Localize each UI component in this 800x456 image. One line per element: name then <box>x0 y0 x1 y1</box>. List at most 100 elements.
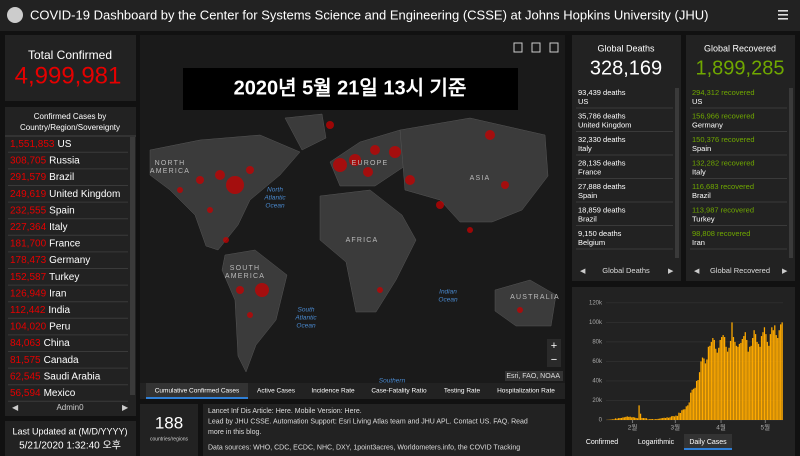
item-place: Brazil <box>578 214 597 223</box>
y-tick-label: 0 <box>599 418 603 424</box>
bar <box>724 337 726 420</box>
bar <box>729 340 732 420</box>
bar <box>669 417 671 420</box>
list-footer-bg <box>572 260 681 281</box>
country-row[interactable]: 178,473 Germany <box>10 255 90 266</box>
y-tick-label: 120k <box>589 300 603 306</box>
bar <box>676 415 679 420</box>
bar <box>756 341 758 420</box>
bar <box>753 330 755 420</box>
updated-label: Last Updated at (M/D/YYYY) <box>12 426 127 436</box>
prev-arrow[interactable]: ◀ <box>580 268 586 275</box>
bar <box>662 418 664 420</box>
country-count: 227,364 <box>10 222 47 233</box>
next-arrow[interactable]: ▶ <box>122 403 129 412</box>
panel <box>140 404 198 456</box>
map-tab[interactable]: Cumulative Confirmed Cases <box>155 388 240 395</box>
panel-value: 328,169 <box>590 57 662 79</box>
countries-label: countries/regions <box>150 436 189 442</box>
prev-arrow[interactable]: ◀ <box>694 268 700 275</box>
next-arrow[interactable]: ▶ <box>668 268 674 275</box>
bar <box>694 387 696 420</box>
bar <box>716 352 718 420</box>
prev-arrow[interactable]: ◀ <box>12 403 19 412</box>
menu-icon[interactable] <box>778 10 788 20</box>
bar <box>656 419 658 420</box>
country-name: US <box>58 139 72 150</box>
bar <box>631 417 633 420</box>
bar <box>703 358 705 420</box>
zoom-out[interactable]: − <box>551 354 557 366</box>
map-tab[interactable]: Incidence Rate <box>311 388 355 395</box>
chart-tab[interactable]: Logarithmic <box>638 439 675 446</box>
bar <box>695 380 698 420</box>
next-arrow[interactable]: ▶ <box>782 268 788 275</box>
bar <box>672 415 674 420</box>
item-count: 116,683 recovered <box>692 182 754 191</box>
country-row[interactable]: 152,587 Turkey <box>10 271 79 282</box>
chart-tab[interactable]: Confirmed <box>586 439 618 446</box>
total-value: 4,999,981 <box>15 62 122 89</box>
bar <box>721 337 723 420</box>
country-row[interactable]: 227,364 Italy <box>10 222 68 233</box>
country-name: Spain <box>49 205 75 216</box>
header-bar <box>0 0 800 31</box>
country-row[interactable]: 291,579 Brazil <box>10 172 74 183</box>
country-row[interactable]: 308,705 Russia <box>10 155 80 166</box>
country-row[interactable]: 126,949 Iran <box>10 288 66 299</box>
bar <box>778 330 780 420</box>
map-tab[interactable]: Active Cases <box>257 388 296 395</box>
country-count: 81,575 <box>10 354 41 365</box>
bar <box>735 345 738 420</box>
bar <box>718 347 720 420</box>
country-name: India <box>48 305 70 316</box>
bar <box>760 336 763 420</box>
country-row[interactable]: 104,020 Peru <box>10 321 70 332</box>
map-tab[interactable]: Case-Fatality Ratio <box>371 388 427 395</box>
bar <box>752 338 754 420</box>
country-row[interactable]: 62,545 Saudi Arabia <box>10 371 101 382</box>
country-row[interactable]: 112,442 India <box>10 305 71 316</box>
bar <box>750 345 752 420</box>
country-row[interactable]: 81,575 Canada <box>10 354 79 365</box>
country-row[interactable]: 249,619 United Kingdom <box>10 188 120 199</box>
country-row[interactable]: 232,555 Spain <box>10 205 75 216</box>
item-count: 113,987 recovered <box>692 205 754 214</box>
bar <box>713 339 715 420</box>
zoom-control[interactable] <box>547 339 561 367</box>
country-row[interactable]: 56,594 Mexico <box>10 388 76 399</box>
scrollbar[interactable] <box>789 88 793 258</box>
bar <box>706 359 708 420</box>
item-place: France <box>578 167 601 176</box>
country-row[interactable]: 181,700 France <box>10 238 81 249</box>
item-place: Turkey <box>692 214 715 223</box>
chart-tab[interactable]: Daily Cases <box>689 439 727 446</box>
ocean-label: Atlantic <box>263 195 286 202</box>
map-tab[interactable]: Hospitalization Rate <box>497 388 555 395</box>
country-count: 62,545 <box>10 371 41 382</box>
zoom-in[interactable]: + <box>551 340 557 352</box>
item-count: 27,888 deaths <box>578 182 626 191</box>
info-line: Data sources: WHO, CDC, ECDC, NHC, DXY, … <box>208 444 520 451</box>
bar <box>700 361 702 420</box>
y-tick-label: 60k <box>592 359 603 365</box>
country-row[interactable]: 1,551,853 US <box>10 139 72 150</box>
scrollbar[interactable] <box>675 88 679 258</box>
attribution: Esri, FAO, NOAA <box>506 373 560 380</box>
bar <box>616 418 618 420</box>
header-title: COVID-19 Dashboard by the Center for Sys… <box>30 7 708 22</box>
map-tab[interactable]: Testing Rate <box>444 388 481 395</box>
bar <box>632 417 634 420</box>
bar <box>688 402 690 420</box>
bar <box>731 322 733 420</box>
bar <box>611 419 614 420</box>
bar <box>665 418 667 420</box>
country-count: 181,700 <box>10 238 47 249</box>
bar <box>619 418 621 420</box>
scrollbar[interactable] <box>130 137 135 395</box>
country-row[interactable]: 84,063 China <box>10 338 70 349</box>
bar <box>741 338 743 420</box>
map-tools[interactable] <box>513 42 559 53</box>
item-count: 156,966 recovered <box>692 111 755 120</box>
bar <box>693 388 695 420</box>
